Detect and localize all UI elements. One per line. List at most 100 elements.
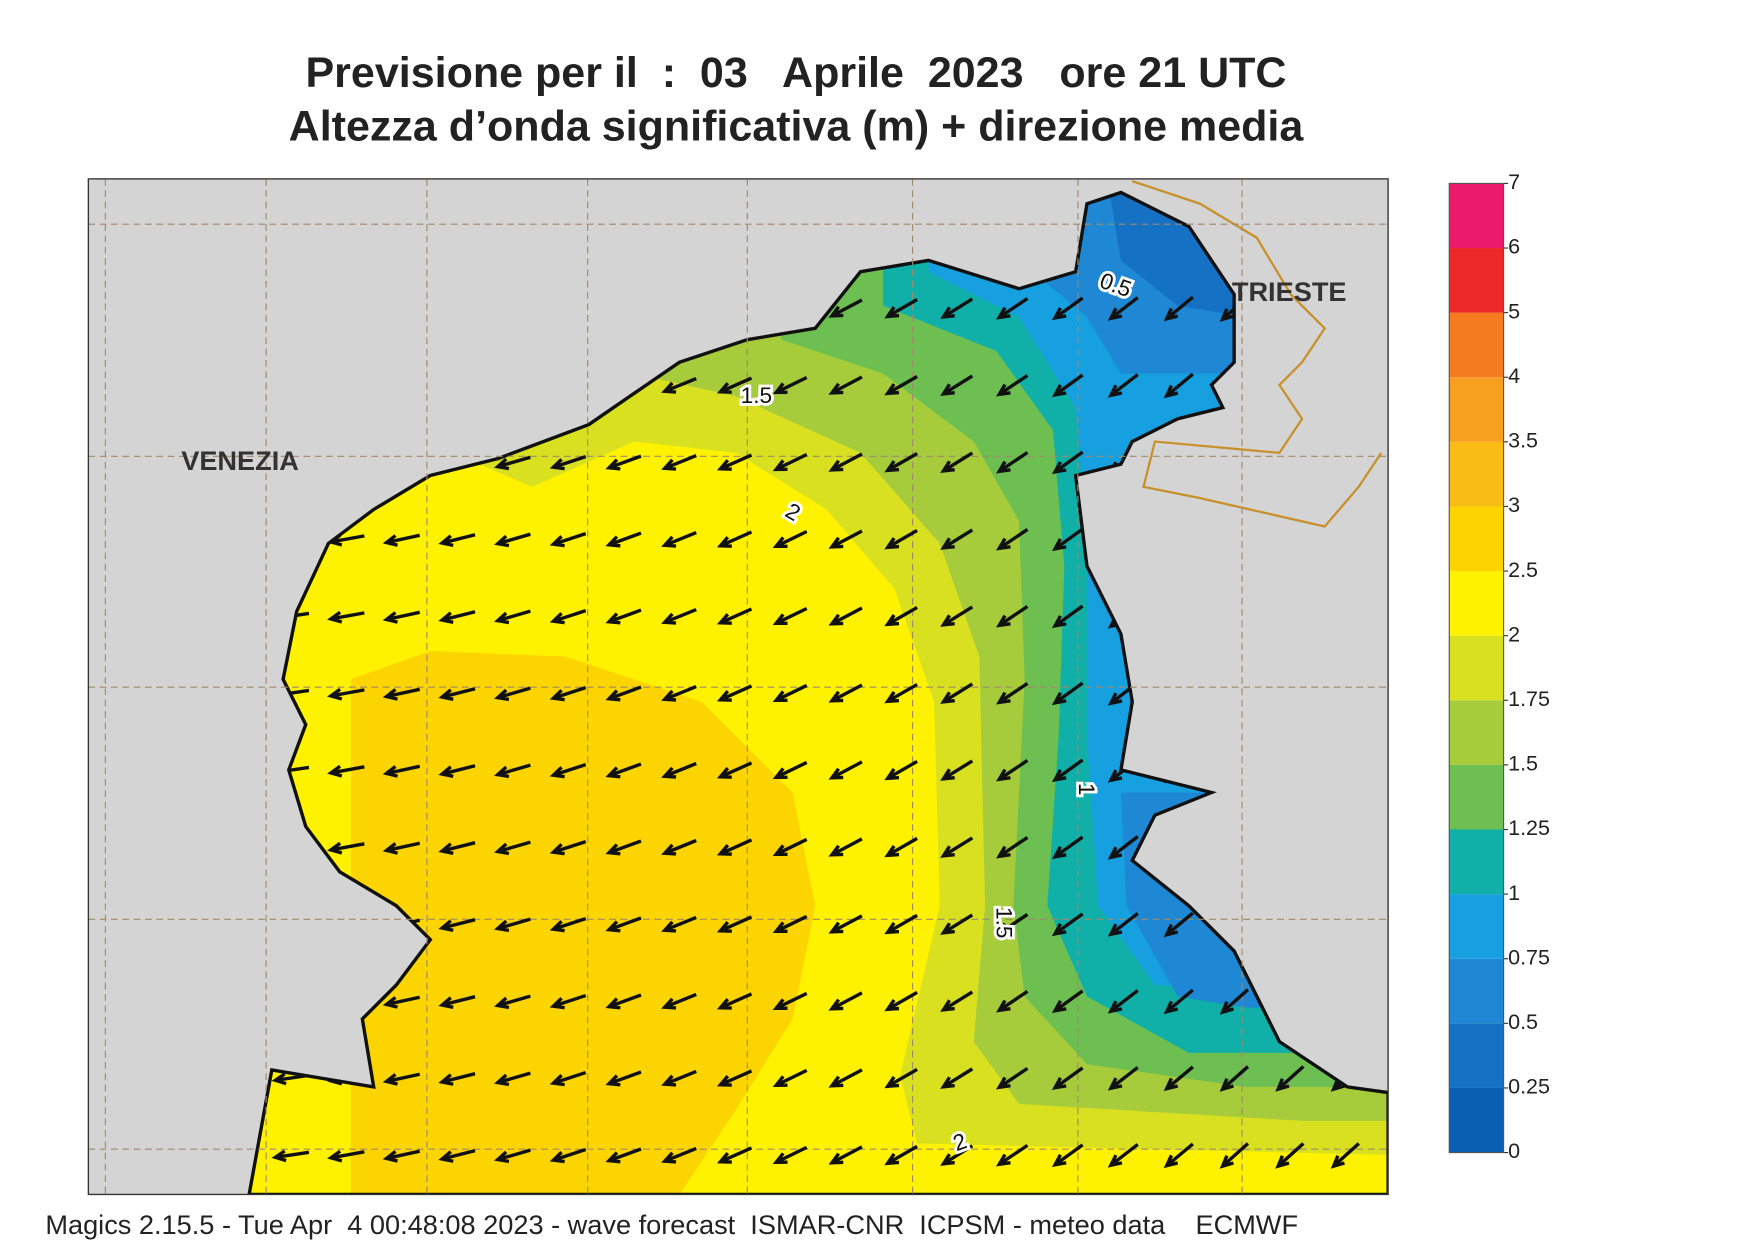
arrow [549, 455, 587, 471]
arrow [828, 606, 863, 626]
arrow [828, 529, 863, 549]
arrow [661, 607, 697, 625]
arrow [494, 1071, 531, 1087]
arrow [438, 995, 476, 1009]
colorbar-band [1449, 764, 1504, 830]
arrow [661, 530, 697, 548]
colorbar-band [1449, 829, 1504, 895]
arrow [884, 605, 918, 627]
arrow [716, 1069, 753, 1087]
arrow [661, 1146, 697, 1164]
arrow [438, 610, 476, 625]
arrow [772, 1068, 808, 1087]
arrow [549, 685, 587, 702]
arrow [940, 759, 974, 781]
arrow [884, 836, 918, 858]
arrow [716, 761, 753, 779]
map-frame [87, 178, 1389, 1196]
arrow [1051, 835, 1084, 860]
arrow [438, 841, 476, 855]
colorbar-band [1449, 312, 1504, 378]
colorbar-tick-label: 0.5 [1508, 1010, 1538, 1034]
arrow [605, 1147, 642, 1164]
arrow [996, 682, 1029, 705]
colorbar-band [1449, 571, 1504, 636]
arrow [1107, 1066, 1139, 1091]
arrow [828, 760, 863, 780]
colorbar-band [1449, 441, 1504, 507]
arrow [438, 764, 476, 778]
arrow [996, 1066, 1029, 1090]
arrow [1219, 1142, 1250, 1169]
arrow [1107, 912, 1139, 937]
arrow [940, 297, 974, 319]
colorbar-tick-label: 2.5 [1508, 558, 1538, 582]
arrow [996, 451, 1029, 474]
arrow [996, 528, 1029, 551]
arrow [661, 761, 697, 779]
colorbar-tick-label: 1 [1508, 881, 1520, 905]
arrow [605, 839, 642, 856]
arrow [1330, 1142, 1360, 1169]
arrow [940, 528, 974, 550]
arrow [716, 1146, 753, 1164]
arrow [1051, 912, 1084, 937]
arrow [996, 912, 1029, 936]
colorbar-tick-label: 1.25 [1508, 816, 1550, 840]
arrow [884, 913, 918, 935]
arrow [1051, 989, 1084, 1014]
arrow [828, 991, 863, 1011]
colorbar-band [1449, 635, 1504, 701]
arrow [772, 1145, 808, 1164]
colorbar-band [1449, 377, 1504, 442]
arrow [996, 989, 1029, 1013]
colorbar-tick-label: 3.5 [1508, 429, 1538, 453]
arrow [772, 452, 808, 472]
colorbar-band [1449, 1087, 1504, 1153]
arrow [772, 760, 808, 780]
arrow [940, 374, 974, 396]
arrow [1051, 1066, 1084, 1091]
arrow [382, 533, 421, 547]
arrow [605, 608, 642, 625]
arrow [494, 532, 531, 548]
arrow [716, 453, 753, 471]
arrow [1163, 911, 1194, 938]
colorbar-tick-label: 0.75 [1508, 945, 1550, 969]
arrow [940, 605, 974, 627]
arrow [884, 682, 918, 704]
arrow [940, 836, 974, 858]
contour-label: 1 [1074, 783, 1099, 796]
arrow [996, 605, 1029, 628]
colorbar-band [1449, 506, 1504, 572]
colorbar-tick-label: 6 [1508, 235, 1520, 259]
arrow [661, 453, 697, 471]
arrow [828, 1068, 863, 1088]
colorbar-band [1449, 248, 1504, 313]
arrow [271, 1072, 310, 1086]
arrow [271, 1149, 310, 1163]
arrow [327, 687, 365, 701]
arrow [884, 528, 918, 550]
arrow [605, 916, 642, 933]
arrow [772, 837, 808, 857]
arrow [940, 1144, 974, 1166]
arrow [605, 993, 642, 1010]
arrow [438, 687, 476, 701]
subtitle: Altezza d’onda significativa (m) + direz… [289, 102, 1305, 150]
arrow [494, 609, 531, 625]
arrow [828, 1145, 863, 1165]
arrow [1219, 988, 1250, 1015]
arrow [438, 533, 476, 548]
title: Previsione per il : 03 Aprile 2023 ore 2… [305, 49, 1286, 97]
arrow [716, 684, 753, 702]
arrow [1219, 1065, 1250, 1092]
arrow [605, 454, 642, 471]
arrow [494, 840, 531, 856]
arrow [549, 609, 587, 625]
colorbar-tick-label: 4 [1508, 364, 1520, 388]
arrow [327, 1149, 365, 1163]
arrow [884, 375, 918, 396]
arrow [884, 451, 918, 473]
arrow [605, 531, 642, 548]
